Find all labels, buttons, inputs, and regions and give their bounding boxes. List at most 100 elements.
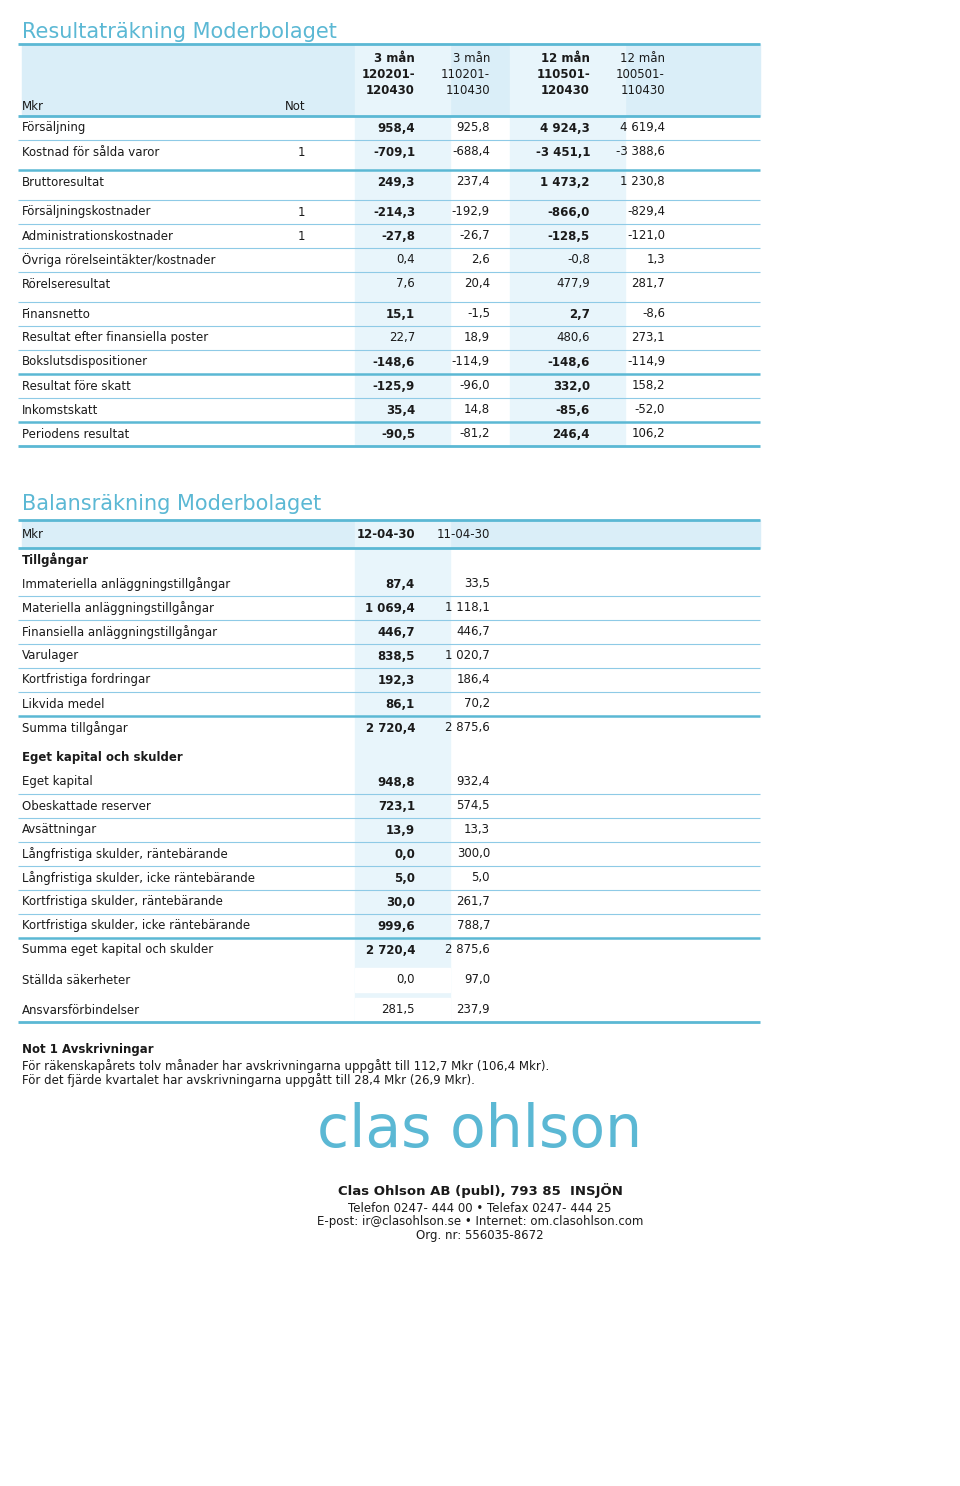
Text: 281,7: 281,7 xyxy=(632,278,665,290)
Text: 11-04-30: 11-04-30 xyxy=(437,528,490,541)
Text: -85,6: -85,6 xyxy=(556,404,590,416)
Text: Summa eget kapital och skulder: Summa eget kapital och skulder xyxy=(22,944,213,957)
Text: clas ohlson: clas ohlson xyxy=(318,1101,642,1159)
Text: Not: Not xyxy=(284,100,305,113)
Text: -148,6: -148,6 xyxy=(372,355,415,369)
Text: 958,4: 958,4 xyxy=(377,122,415,135)
Text: 300,0: 300,0 xyxy=(457,847,490,860)
Text: -26,7: -26,7 xyxy=(460,229,490,242)
Bar xyxy=(22,520,760,548)
Text: 70,2: 70,2 xyxy=(464,697,490,710)
Text: 87,4: 87,4 xyxy=(386,578,415,590)
Text: 120430: 120430 xyxy=(366,83,415,97)
Text: -829,4: -829,4 xyxy=(627,205,665,218)
Bar xyxy=(22,45,760,116)
Text: 110201-: 110201- xyxy=(441,67,490,80)
Text: 3 mån: 3 mån xyxy=(374,52,415,64)
Text: Eget kapital och skulder: Eget kapital och skulder xyxy=(22,752,182,764)
Text: -709,1: -709,1 xyxy=(372,146,415,159)
Bar xyxy=(355,45,450,116)
Text: -8,6: -8,6 xyxy=(642,308,665,321)
Text: Försäljning: Försäljning xyxy=(22,122,86,135)
Text: 246,4: 246,4 xyxy=(553,428,590,440)
Text: E-post: ir@clasohlson.se • Internet: om.clasohlson.com: E-post: ir@clasohlson.se • Internet: om.… xyxy=(317,1216,643,1229)
Text: 33,5: 33,5 xyxy=(464,578,490,590)
Text: -96,0: -96,0 xyxy=(460,379,490,392)
Text: 100501-: 100501- xyxy=(616,67,665,80)
Text: -114,9: -114,9 xyxy=(627,355,665,369)
Text: -214,3: -214,3 xyxy=(372,205,415,218)
Bar xyxy=(510,45,625,116)
Text: 0,0: 0,0 xyxy=(396,973,415,987)
Text: 14,8: 14,8 xyxy=(464,404,490,416)
Text: Kortfristiga skulder, icke räntebärande: Kortfristiga skulder, icke räntebärande xyxy=(22,920,251,933)
Text: Ansvarsförbindelser: Ansvarsförbindelser xyxy=(22,1003,140,1016)
Text: 446,7: 446,7 xyxy=(456,626,490,639)
Text: Bruttoresultat: Bruttoresultat xyxy=(22,175,105,189)
Text: 1: 1 xyxy=(298,229,305,242)
Text: 273,1: 273,1 xyxy=(632,331,665,345)
Bar xyxy=(355,999,450,1022)
Text: 477,9: 477,9 xyxy=(556,278,590,290)
Text: -148,6: -148,6 xyxy=(547,355,590,369)
Text: 4 924,3: 4 924,3 xyxy=(540,122,590,135)
Text: 281,5: 281,5 xyxy=(381,1003,415,1016)
Text: 237,9: 237,9 xyxy=(456,1003,490,1016)
Text: 1: 1 xyxy=(298,146,305,159)
Text: Resultaträkning Moderbolaget: Resultaträkning Moderbolaget xyxy=(22,22,337,42)
Text: Rörelseresultat: Rörelseresultat xyxy=(22,278,111,290)
Text: Finansnetto: Finansnetto xyxy=(22,308,91,321)
Text: -1,5: -1,5 xyxy=(467,308,490,321)
Text: 158,2: 158,2 xyxy=(632,379,665,392)
Text: 723,1: 723,1 xyxy=(378,799,415,813)
Text: Obeskattade reserver: Obeskattade reserver xyxy=(22,799,151,813)
Text: 35,4: 35,4 xyxy=(386,404,415,416)
Text: Telefon 0247- 444 00 • Telefax 0247- 444 25: Telefon 0247- 444 00 • Telefax 0247- 444… xyxy=(348,1202,612,1214)
Text: 5,0: 5,0 xyxy=(471,871,490,884)
Text: 86,1: 86,1 xyxy=(386,697,415,710)
Text: 838,5: 838,5 xyxy=(377,649,415,663)
Text: -90,5: -90,5 xyxy=(381,428,415,440)
Text: 2 875,6: 2 875,6 xyxy=(445,722,490,734)
Text: Resultat efter finansiella poster: Resultat efter finansiella poster xyxy=(22,331,208,345)
Text: -81,2: -81,2 xyxy=(460,428,490,440)
Text: 2 720,4: 2 720,4 xyxy=(366,722,415,734)
Text: Kortfristiga fordringar: Kortfristiga fordringar xyxy=(22,673,151,687)
Text: Tillgångar: Tillgångar xyxy=(22,553,89,568)
Bar xyxy=(355,548,450,1022)
Text: Övriga rörelseintäkter/kostnader: Övriga rörelseintäkter/kostnader xyxy=(22,253,215,267)
Text: 12 mån: 12 mån xyxy=(620,52,665,64)
Text: 788,7: 788,7 xyxy=(457,920,490,933)
Text: 20,4: 20,4 xyxy=(464,278,490,290)
Text: 0,0: 0,0 xyxy=(395,847,415,860)
Text: -52,0: -52,0 xyxy=(635,404,665,416)
Text: 5,0: 5,0 xyxy=(394,871,415,884)
Text: -128,5: -128,5 xyxy=(548,229,590,242)
Text: Org. nr: 556035-8672: Org. nr: 556035-8672 xyxy=(417,1229,543,1242)
Text: 446,7: 446,7 xyxy=(377,626,415,639)
Text: 574,5: 574,5 xyxy=(457,799,490,813)
Text: 261,7: 261,7 xyxy=(456,896,490,908)
Text: 999,6: 999,6 xyxy=(377,920,415,933)
Text: 925,8: 925,8 xyxy=(457,122,490,135)
Text: Periodens resultat: Periodens resultat xyxy=(22,428,130,440)
Text: 12 mån: 12 mån xyxy=(541,52,590,64)
Text: 15,1: 15,1 xyxy=(386,308,415,321)
Text: Långfristiga skulder, icke räntebärande: Långfristiga skulder, icke räntebärande xyxy=(22,871,255,886)
Text: 120201-: 120201- xyxy=(361,67,415,80)
Text: Försäljningskostnader: Försäljningskostnader xyxy=(22,205,152,218)
Text: Långfristiga skulder, räntebärande: Långfristiga skulder, räntebärande xyxy=(22,847,228,860)
Text: Administrationskostnader: Administrationskostnader xyxy=(22,229,174,242)
Text: -27,8: -27,8 xyxy=(381,229,415,242)
Text: Resultat före skatt: Resultat före skatt xyxy=(22,379,131,392)
Text: 249,3: 249,3 xyxy=(377,175,415,189)
Text: 1 020,7: 1 020,7 xyxy=(445,649,490,663)
Text: 948,8: 948,8 xyxy=(377,776,415,789)
Text: 120430: 120430 xyxy=(541,83,590,97)
Text: Materiella anläggningstillgångar: Materiella anläggningstillgångar xyxy=(22,600,214,615)
Text: 1: 1 xyxy=(298,205,305,218)
Text: Clas Ohlson AB (publ), 793 85  INSJÖN: Clas Ohlson AB (publ), 793 85 INSJÖN xyxy=(338,1183,622,1198)
Text: Kortfristiga skulder, räntebärande: Kortfristiga skulder, räntebärande xyxy=(22,896,223,908)
Text: -688,4: -688,4 xyxy=(452,146,490,159)
Text: 0,4: 0,4 xyxy=(396,254,415,266)
